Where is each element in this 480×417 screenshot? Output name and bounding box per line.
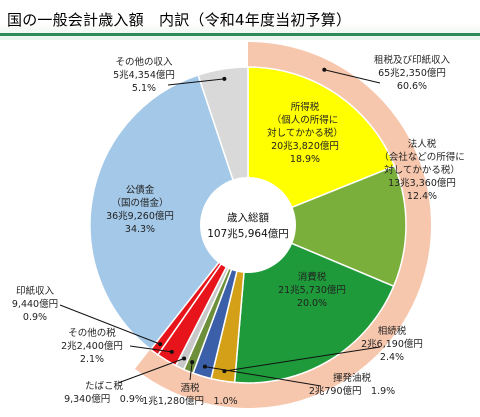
slice-label-stamp-revenue: 0.9% — [23, 312, 47, 323]
leader-line-tax-ring — [324, 69, 381, 84]
slice-label-income-tax: （個人の所得に — [272, 114, 339, 126]
center-hole-layer: 歳入総額 107兆5,964億円 — [200, 177, 296, 273]
slice-label-consumption-tax: 消費税 — [298, 271, 327, 283]
pie-slice-public-bonds — [89, 74, 249, 351]
slice-label-stamp-revenue: 印紙収入 — [16, 285, 55, 297]
pie-slice-income-tax — [247, 66, 396, 227]
pie-slice-corporate-tax — [246, 165, 407, 288]
slice-label-corporate-tax: 13兆3,360億円 — [388, 177, 456, 189]
slice-label-consumption-tax: 21兆5,730億円 — [278, 284, 346, 296]
tax-ring-label: 65兆2,350億円 — [378, 67, 446, 79]
leader-lines-layer — [59, 67, 381, 387]
leader-line-tobacco-tax — [117, 358, 185, 384]
slice-label-other-taxes: 2兆2,400億円 — [61, 340, 123, 352]
slice-label-gasoline-tax: 2兆790億円 1.9% — [309, 385, 395, 397]
slice-label-public-bonds: （国の借金） — [111, 197, 168, 209]
tax-ring-layer — [134, 42, 431, 409]
tax-ring-label: 60.6% — [397, 81, 427, 92]
tax-ring-label: 租税及び印紙収入 — [374, 54, 451, 66]
slice-label-public-bonds: 36兆9,260億円 — [106, 210, 174, 222]
slice-label-corporate-tax: 法人税 — [408, 138, 437, 150]
slice-label-public-bonds: 公債金 — [126, 184, 155, 196]
slice-label-inheritance-tax: 2.4% — [380, 352, 404, 363]
slice-label-income-tax: 18.9% — [290, 154, 320, 165]
slice-label-income-tax: 20兆3,820億円 — [271, 140, 339, 152]
leader-dot-other-revenue — [222, 76, 227, 81]
leader-dot-other-taxes — [169, 349, 174, 354]
slice-label-other-taxes: その他の税 — [68, 327, 116, 339]
slice-label-tobacco-tax: 9,340億円 0.9% — [64, 393, 144, 405]
center-label-total: 107兆5,964億円 — [207, 227, 289, 240]
leader-dot-tobacco-tax — [182, 356, 187, 361]
slice-label-stamp-revenue: 9,440億円 — [12, 298, 58, 310]
slice-label-gasoline-tax: 揮発油税 — [333, 372, 372, 384]
slice-label-liquor-tax: 酒税 — [180, 382, 200, 394]
slice-label-consumption-tax: 20.0% — [297, 298, 327, 309]
slice-label-tobacco-tax: たばこ税 — [85, 380, 124, 392]
slice-label-public-bonds: 34.3% — [125, 224, 155, 235]
leader-dot-stamp-revenue — [158, 342, 163, 347]
slice-label-corporate-tax: 12.4% — [407, 191, 437, 202]
slice-label-inheritance-tax: 相続税 — [378, 325, 407, 337]
leader-line-liquor-tax — [189, 362, 193, 381]
leader-dot-gasoline-tax — [202, 364, 207, 369]
center-hole — [200, 177, 296, 273]
slice-label-other-revenue: 5.1% — [132, 83, 156, 94]
slice-label-liquor-tax: 1兆1,280億円 1.0% — [142, 395, 237, 407]
leader-line-stamp-revenue — [59, 304, 161, 345]
page-title: 国の一般会計歳入額 内訳（令和4年度当初予算） — [7, 11, 352, 29]
leader-dot-liquor-tax — [190, 360, 195, 365]
slice-label-income-tax: 対してかかる税） — [267, 127, 343, 139]
slice-label-corporate-tax: 対してかかる税） — [384, 164, 460, 176]
slice-label-other-revenue: その他の収入 — [115, 56, 173, 68]
header-divider — [0, 33, 480, 36]
slice-label-income-tax: 所得税 — [291, 101, 320, 113]
tax-revenue-ring — [134, 42, 431, 409]
center-label-title: 歳入総額 — [227, 211, 269, 224]
leader-line-other-taxes — [129, 345, 172, 353]
slice-label-other-revenue: 5兆4,354億円 — [113, 69, 175, 81]
leader-line-gasoline-tax — [204, 366, 322, 387]
slice-label-inheritance-tax: 2兆6,190億円 — [361, 338, 423, 350]
slice-label-corporate-tax: （会社などの所得に — [379, 151, 465, 163]
leader-line-other-revenue — [167, 78, 225, 86]
slice-labels-layer: 所得税（個人の所得に対してかかる税）20兆3,820億円18.9%法人税（会社な… — [12, 54, 465, 407]
leader-dot-tax-ring — [322, 67, 327, 72]
slice-label-other-taxes: 2.1% — [80, 354, 104, 365]
leader-line-inheritance-tax — [224, 346, 381, 372]
